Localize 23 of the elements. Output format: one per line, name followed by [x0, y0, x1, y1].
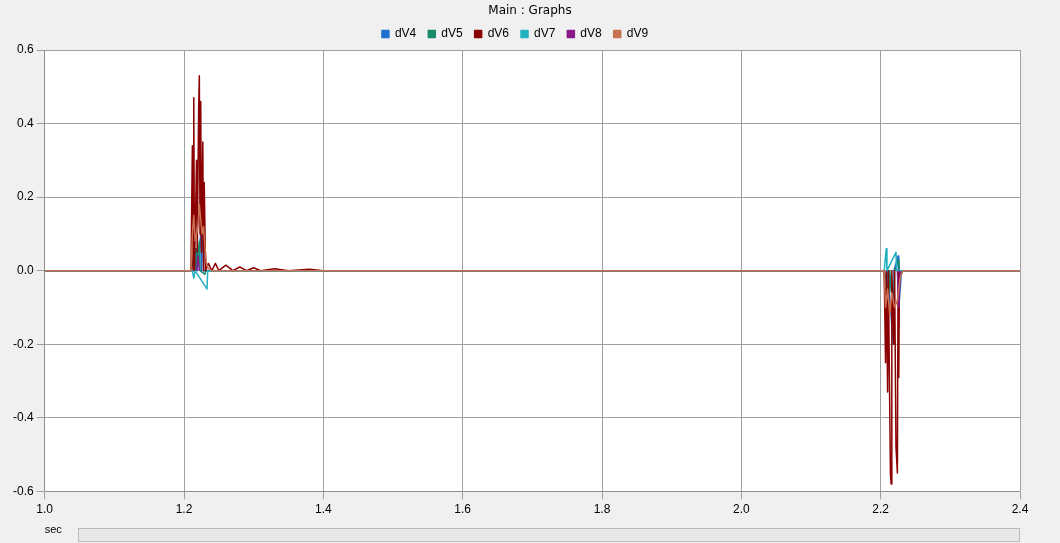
legend-label: dV7: [534, 26, 556, 41]
y-tick-label: -0.2: [12, 336, 34, 351]
x-tick-label: 2.4: [1011, 501, 1029, 516]
y-tick-label: 0.4: [16, 115, 34, 130]
x-tick-label: 2.2: [872, 501, 890, 516]
legend-label: dV8: [580, 26, 603, 41]
chart-title: Main : Graphs: [487, 3, 573, 17]
x-tick-label: 1.6: [454, 501, 472, 516]
y-tick-label: -0.4: [12, 410, 34, 425]
x-tick-label: 1.0: [36, 501, 54, 516]
legend-label: dV4: [394, 26, 417, 41]
y-tick-label: -0.6: [12, 483, 34, 498]
legend-label: dV9: [626, 26, 649, 41]
legend-label: dV6: [487, 26, 510, 41]
x-tick-label: 1.4: [315, 501, 333, 516]
x-axis-title: sec: [44, 523, 63, 536]
y-tick-label: 0.2: [16, 189, 34, 204]
x-tick-label: 2.0: [732, 501, 750, 516]
y-tick-label: 0.0: [16, 263, 34, 278]
legend-label: dV5: [441, 26, 463, 41]
y-tick-label: 0.6: [16, 42, 34, 57]
x-tick-label: 1.8: [593, 501, 611, 516]
x-tick-label: 1.2: [175, 501, 193, 516]
